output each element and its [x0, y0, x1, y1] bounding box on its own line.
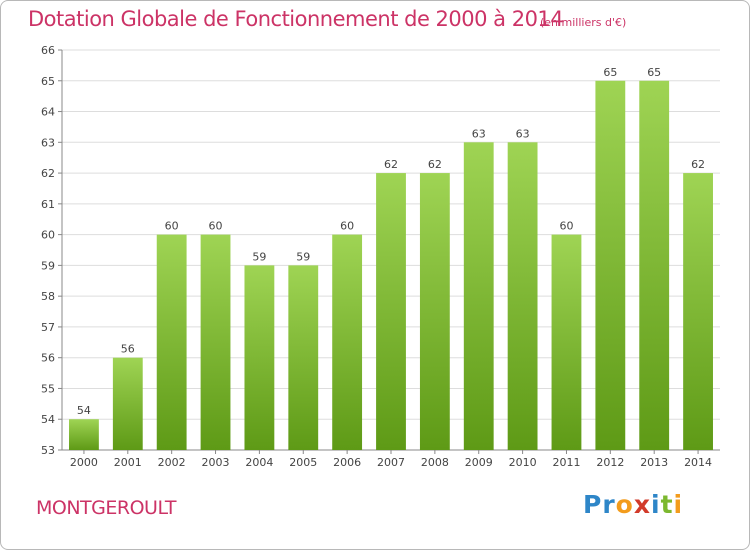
x-tick-label: 2000 — [70, 456, 98, 469]
logo-letter: t — [660, 490, 674, 519]
bar — [419, 173, 450, 451]
data-label: 65 — [603, 66, 617, 79]
x-tick-label: 2005 — [289, 456, 317, 469]
data-label: 63 — [472, 127, 486, 140]
data-label: 59 — [296, 250, 310, 263]
data-label: 65 — [647, 66, 661, 79]
x-tick-label: 2003 — [202, 456, 230, 469]
x-tick-label: 2013 — [640, 456, 668, 469]
bars — [69, 80, 713, 451]
y-tick-label: 62 — [41, 167, 55, 180]
bar — [551, 234, 582, 450]
commune-name: MONTGEROULT — [36, 497, 177, 519]
data-label: 62 — [428, 158, 442, 171]
logo-letter: x — [633, 490, 651, 519]
x-tick-label: 2002 — [158, 456, 186, 469]
data-label: 54 — [77, 404, 91, 417]
bar — [200, 234, 231, 450]
x-tick-label: 2004 — [245, 456, 273, 469]
y-tick-label: 65 — [41, 75, 55, 88]
y-tick-label: 55 — [41, 382, 55, 395]
bar — [463, 142, 494, 451]
x-tick-label: 2010 — [509, 456, 537, 469]
x-tick-label: 2009 — [465, 456, 493, 469]
bar — [112, 357, 143, 450]
bar — [156, 234, 187, 450]
x-tick-label: 2014 — [684, 456, 712, 469]
bar — [639, 80, 670, 451]
y-tick-label: 66 — [41, 44, 55, 57]
x-tick-label: 2008 — [421, 456, 449, 469]
bar — [376, 173, 406, 451]
logo-letter: r — [602, 490, 616, 519]
x-tick-label: 2001 — [114, 456, 142, 469]
y-tick-label: 64 — [41, 106, 55, 119]
x-tick-label: 2007 — [377, 456, 405, 469]
bar — [507, 142, 538, 451]
bar — [332, 234, 363, 450]
y-tick-label: 58 — [41, 290, 55, 303]
bar — [595, 80, 626, 451]
bar — [244, 265, 275, 450]
data-label: 56 — [121, 343, 135, 356]
x-tick-labels: 2000 2001 2002 2003 2004 2005 2006 2007 2008 2009… — [70, 456, 712, 469]
data-label: 60 — [209, 220, 223, 233]
y-tick-label: 59 — [41, 259, 55, 272]
data-label: 63 — [516, 127, 530, 140]
bar — [683, 173, 713, 451]
data-label: 60 — [165, 220, 179, 233]
logo-letter: o — [615, 490, 634, 519]
chart-subtitle: (en milliers d'€) — [540, 16, 627, 29]
y-tick-label: 61 — [41, 198, 55, 211]
data-label: 60 — [559, 220, 573, 233]
x-tick-label: 2012 — [596, 456, 624, 469]
y-tick-labels: 53 54 55 56 57 58 59 60 61 62 63 64 65 66 — [41, 44, 55, 457]
proxiti-logo: Proxiti — [583, 490, 683, 519]
y-tick-label: 53 — [41, 444, 55, 457]
chart-title: Dotation Globale de Fonctionnement de 20… — [28, 7, 564, 31]
data-label: 59 — [252, 250, 266, 263]
y-tick-label: 56 — [41, 352, 55, 365]
data-label: 60 — [340, 220, 354, 233]
logo-letter: i — [673, 490, 684, 519]
y-tick-label: 54 — [41, 413, 55, 426]
bar — [69, 419, 99, 450]
y-tick-label: 60 — [41, 229, 55, 242]
y-tick-label: 57 — [41, 321, 55, 334]
x-tick-label: 2006 — [333, 456, 361, 469]
logo-letter: i — [651, 490, 661, 519]
logo-letter: P — [583, 490, 603, 519]
y-tick-label: 63 — [41, 136, 55, 149]
data-label: 62 — [384, 158, 398, 171]
bar — [288, 265, 319, 450]
data-label: 62 — [691, 158, 705, 171]
data-labels: 54 56 60 60 59 59 60 62 62 63 63 60 65 65 62 — [77, 66, 705, 417]
x-tick-label: 2011 — [552, 456, 580, 469]
